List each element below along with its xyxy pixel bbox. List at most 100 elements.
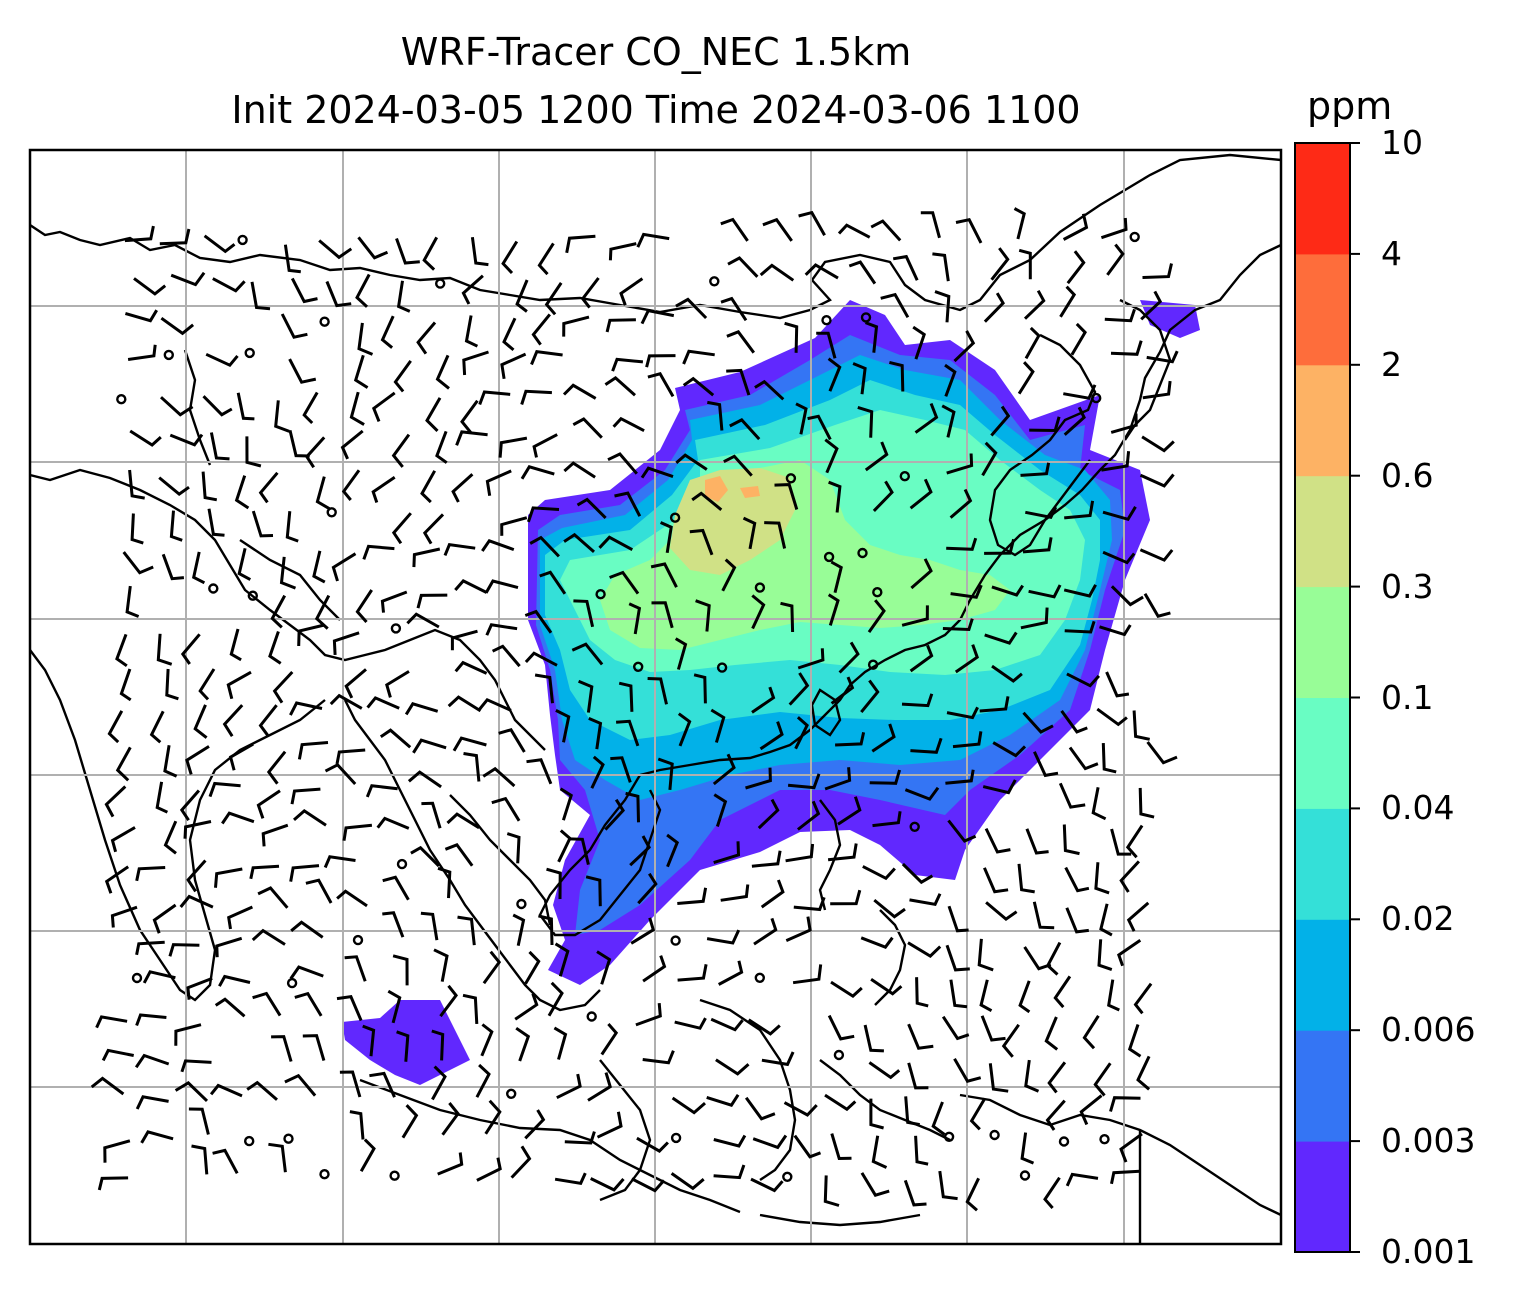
wind-barb — [598, 535, 634, 552]
wind-barb — [983, 292, 1005, 323]
wind-barb — [1094, 862, 1110, 895]
wind-barb — [186, 859, 207, 893]
wind-barb — [369, 1071, 396, 1098]
wind-barb — [984, 538, 1016, 555]
wind-barb — [406, 612, 440, 629]
wind-barb — [433, 948, 449, 982]
wind-barb — [947, 819, 977, 843]
wind-barb — [757, 798, 780, 830]
wind-barb — [245, 436, 262, 468]
wind-barb — [258, 704, 278, 737]
wind-barb — [563, 461, 596, 479]
wind-barb — [531, 313, 551, 346]
wind-barb — [410, 845, 440, 868]
wind-barb — [1045, 1099, 1066, 1131]
wind-calm-circle — [390, 623, 402, 634]
wind-barb — [931, 1101, 946, 1136]
wind-barb — [271, 1035, 293, 1062]
wind-barb — [539, 570, 567, 595]
wind-barb — [1001, 1023, 1020, 1058]
wind-barb — [401, 1104, 419, 1139]
wind-barb — [615, 719, 640, 747]
wind-barb — [785, 843, 815, 863]
wind-barb — [941, 1015, 970, 1041]
wind-barb — [437, 1152, 464, 1176]
colorbar-segment — [1295, 586, 1350, 698]
wind-barb — [421, 801, 442, 829]
wind-barb — [476, 1157, 502, 1182]
wind-barb — [1047, 1061, 1067, 1094]
colorbar-tick-label: 0.001 — [1381, 1232, 1476, 1271]
wind-barb — [759, 721, 784, 751]
wind-barb — [304, 436, 326, 469]
wind-barb — [625, 791, 640, 823]
wind-barb — [379, 728, 412, 749]
wind-barb — [938, 1170, 958, 1201]
wind-barb — [914, 402, 939, 434]
wind-barb — [762, 217, 793, 242]
wind-barb — [1093, 1062, 1112, 1097]
wind-barb — [965, 1177, 980, 1212]
colorbar-tick-label: 0.006 — [1381, 1010, 1476, 1050]
wind-barb — [642, 1050, 675, 1065]
wind-barb — [462, 993, 479, 1024]
wind-calm-circle — [754, 972, 765, 983]
wind-barb — [588, 717, 603, 750]
wind-barb — [515, 279, 529, 313]
wind-barb — [512, 913, 526, 947]
wind-barb — [677, 964, 708, 982]
wind-barb — [498, 728, 526, 753]
wind-barb — [1029, 416, 1061, 433]
colorbar-tick-label: 10 — [1381, 123, 1423, 162]
wind-barb — [860, 936, 894, 950]
wind-barb — [464, 315, 479, 348]
wind-barb — [520, 389, 552, 405]
wind-barb — [422, 236, 439, 271]
wind-barb — [901, 693, 934, 708]
wind-barb — [910, 558, 933, 590]
wind-barb — [285, 511, 299, 543]
wind-barb — [214, 867, 243, 888]
wind-barb — [207, 508, 225, 537]
wind-calm-circle — [1019, 1170, 1031, 1181]
wind-barb — [760, 879, 785, 909]
wind-barb — [990, 247, 1010, 281]
wind-calm-circle — [670, 1132, 682, 1144]
wind-barb — [431, 1029, 445, 1061]
wind-barb — [155, 781, 169, 814]
wind-barb — [547, 981, 564, 1017]
wind-barb — [412, 738, 447, 754]
wind-calm-circle — [435, 278, 446, 289]
wind-barb — [695, 599, 711, 632]
wind-barb — [946, 706, 979, 720]
wind-barb — [838, 641, 860, 674]
wind-barb — [1018, 980, 1031, 1014]
wind-barb — [435, 354, 450, 390]
wind-barb — [827, 593, 840, 626]
wind-barb — [502, 317, 517, 352]
wind-barb — [1060, 710, 1088, 734]
wind-calm-circle — [785, 473, 797, 484]
wind-barb — [229, 628, 242, 662]
wind-barb — [693, 673, 707, 704]
wind-barb — [382, 911, 405, 938]
wind-barb — [608, 242, 637, 261]
wind-barb — [870, 219, 902, 242]
wind-barb — [396, 280, 411, 313]
wind-calm-circle — [909, 821, 920, 832]
wind-barb — [848, 260, 877, 285]
wind-barb — [1064, 620, 1096, 634]
wind-barb — [129, 429, 162, 447]
wind-barb — [727, 256, 759, 278]
wind-barb — [435, 430, 448, 464]
wind-barb — [484, 1099, 502, 1135]
wind-barb — [454, 660, 488, 675]
wind-barb — [302, 391, 319, 425]
wind-barb — [580, 277, 600, 309]
wind-barb — [1025, 506, 1058, 519]
wind-barb — [674, 1017, 707, 1030]
wind-barb — [191, 1144, 209, 1175]
wind-barb — [274, 400, 290, 433]
wind-barb — [222, 704, 244, 738]
wind-barb — [862, 865, 896, 881]
